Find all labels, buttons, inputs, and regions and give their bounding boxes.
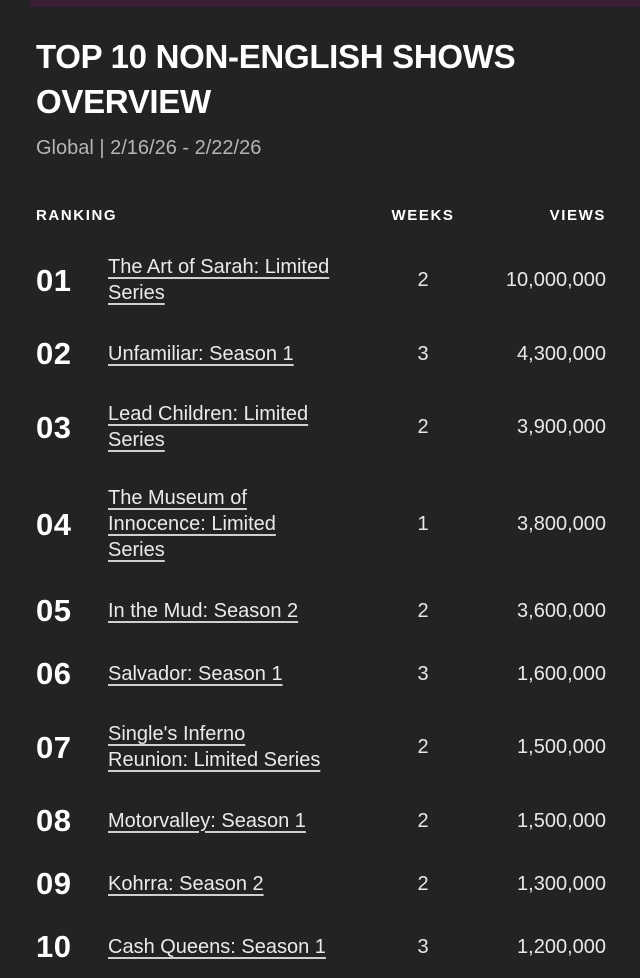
- title-cell: Single's Inferno Reunion: Limited Series: [108, 721, 356, 773]
- rank-number: 03: [36, 409, 72, 445]
- title-cell: In the Mud: Season 2: [108, 598, 356, 624]
- weeks-value: 3: [417, 342, 429, 365]
- title-cell: Motorvalley: Season 1: [108, 808, 356, 834]
- views-value: 4,300,000: [517, 342, 606, 365]
- page-subtitle: Global | 2/16/26 - 2/22/26: [36, 137, 262, 159]
- views-value: 3,600,000: [517, 599, 606, 622]
- top10-table: RANKING WEEKS VIEWS 01 The Art of Sarah:…: [36, 207, 606, 978]
- rank-number: 07: [36, 729, 72, 765]
- title-cell: Salvador: Season 1: [108, 661, 356, 687]
- views-value: 1,500,000: [517, 809, 606, 832]
- rank-number: 01: [36, 262, 72, 298]
- rank-number: 05: [36, 593, 72, 628]
- show-title-link[interactable]: The Museum of Innocence: Limited Series: [108, 487, 276, 561]
- views-value: 1,500,000: [517, 736, 606, 758]
- weeks-value: 2: [417, 872, 429, 895]
- show-title-link[interactable]: Unfamiliar: Season 1: [108, 342, 294, 365]
- table-row: 02 Unfamiliar: Season 1 3 4,300,000: [36, 322, 606, 385]
- weeks-value: 3: [417, 662, 429, 685]
- title-cell: The Museum of Innocence: Limited Series: [108, 485, 356, 563]
- column-header-ranking: RANKING: [36, 207, 118, 224]
- table-body: 01 The Art of Sarah: Limited Series 2 10…: [36, 238, 606, 978]
- table-row: 05 In the Mud: Season 2 2 3,600,000: [36, 579, 606, 642]
- rank-number: 02: [36, 336, 72, 371]
- page-title: TOP 10 NON-ENGLISH SHOWS OVERVIEW: [36, 38, 516, 120]
- table-header-row: RANKING WEEKS VIEWS: [36, 207, 606, 238]
- views-value: 1,600,000: [517, 662, 606, 685]
- title-cell: Kohrra: Season 2: [108, 871, 356, 897]
- show-title-link[interactable]: Kohrra: Season 2: [108, 872, 264, 895]
- table-row: 10 Cash Queens: Season 1 3 1,200,000: [36, 915, 606, 978]
- title-cell: Cash Queens: Season 1: [108, 934, 356, 960]
- views-value: 1,200,000: [517, 935, 606, 958]
- rank-number: 09: [36, 866, 72, 901]
- rank-number: 04: [36, 506, 72, 542]
- weeks-value: 2: [417, 809, 429, 832]
- rank-number: 10: [36, 929, 72, 964]
- weeks-value: 2: [417, 269, 429, 291]
- table-row: 08 Motorvalley: Season 1 2 1,500,000: [36, 789, 606, 852]
- title-cell: Lead Children: Limited Series: [108, 401, 356, 453]
- table-row: 01 The Art of Sarah: Limited Series 2 10…: [36, 238, 606, 322]
- views-value: 10,000,000: [505, 269, 606, 291]
- rank-number: 08: [36, 803, 72, 838]
- show-title-link[interactable]: Lead Children: Limited Series: [108, 403, 309, 451]
- show-title-link[interactable]: Salvador: Season 1: [108, 662, 283, 685]
- weeks-value: 3: [417, 935, 429, 958]
- weeks-value: 1: [417, 513, 429, 535]
- weeks-value: 2: [417, 599, 429, 622]
- table-row: 06 Salvador: Season 1 3 1,600,000: [36, 642, 606, 705]
- show-title-link[interactable]: Single's Inferno Reunion: Limited Series: [108, 723, 321, 771]
- table-row: 04 The Museum of Innocence: Limited Seri…: [36, 469, 606, 579]
- views-value: 3,800,000: [517, 513, 606, 535]
- column-header-weeks: WEEKS: [391, 207, 455, 224]
- views-value: 1,300,000: [517, 872, 606, 895]
- show-title-link[interactable]: Motorvalley: Season 1: [108, 809, 306, 832]
- table-row: 03 Lead Children: Limited Series 2 3,900…: [36, 385, 606, 469]
- weeks-value: 2: [417, 736, 429, 758]
- top-accent-bar: [30, 0, 640, 7]
- show-title-link[interactable]: Cash Queens: Season 1: [108, 935, 326, 958]
- title-cell: The Art of Sarah: Limited Series: [108, 254, 356, 306]
- title-cell: Unfamiliar: Season 1: [108, 341, 356, 367]
- views-value: 3,900,000: [517, 416, 606, 438]
- rank-number: 06: [36, 656, 72, 691]
- column-header-views: VIEWS: [549, 207, 606, 224]
- show-title-link[interactable]: The Art of Sarah: Limited Series: [108, 256, 330, 304]
- weeks-value: 2: [417, 416, 429, 438]
- table-row: 09 Kohrra: Season 2 2 1,300,000: [36, 852, 606, 915]
- show-title-link[interactable]: In the Mud: Season 2: [108, 599, 299, 622]
- table-row: 07 Single's Inferno Reunion: Limited Ser…: [36, 705, 606, 789]
